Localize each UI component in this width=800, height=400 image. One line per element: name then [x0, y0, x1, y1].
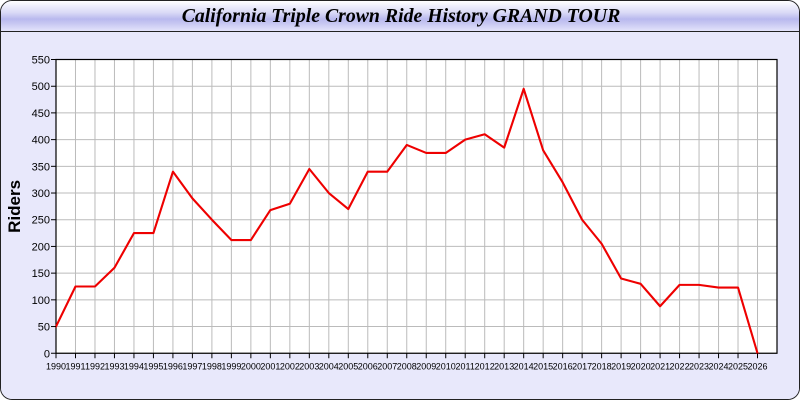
svg-text:2002: 2002	[280, 361, 300, 371]
svg-text:2017: 2017	[572, 361, 592, 371]
svg-text:2005: 2005	[338, 361, 358, 371]
svg-text:550: 550	[32, 55, 50, 67]
svg-text:1998: 1998	[202, 361, 222, 371]
svg-text:2016: 2016	[553, 361, 573, 371]
svg-text:2004: 2004	[319, 361, 339, 371]
svg-text:2022: 2022	[670, 361, 690, 371]
svg-text:2019: 2019	[611, 361, 631, 371]
svg-text:2003: 2003	[299, 361, 319, 371]
svg-text:250: 250	[32, 215, 50, 227]
svg-text:1992: 1992	[85, 361, 105, 371]
svg-text:200: 200	[32, 241, 50, 253]
svg-text:2008: 2008	[397, 361, 417, 371]
svg-text:500: 500	[32, 81, 50, 93]
svg-text:2018: 2018	[592, 361, 612, 371]
svg-text:2020: 2020	[631, 361, 651, 371]
svg-text:1999: 1999	[221, 361, 241, 371]
svg-text:0: 0	[44, 348, 50, 360]
svg-text:2021: 2021	[650, 361, 670, 371]
svg-text:150: 150	[32, 268, 50, 280]
svg-text:1991: 1991	[65, 361, 85, 371]
svg-text:100: 100	[32, 295, 50, 307]
svg-text:1995: 1995	[143, 361, 163, 371]
svg-text:50: 50	[38, 322, 50, 334]
svg-text:2024: 2024	[709, 361, 729, 371]
svg-text:1993: 1993	[104, 361, 124, 371]
svg-text:400: 400	[32, 135, 50, 147]
svg-text:2011: 2011	[456, 361, 475, 371]
svg-text:300: 300	[32, 188, 50, 200]
svg-text:2001: 2001	[260, 361, 280, 371]
svg-text:2012: 2012	[475, 361, 495, 371]
svg-text:2007: 2007	[377, 361, 397, 371]
svg-text:2015: 2015	[533, 361, 553, 371]
svg-text:Riders: Riders	[5, 180, 24, 233]
svg-text:2013: 2013	[494, 361, 514, 371]
svg-text:350: 350	[32, 161, 50, 173]
svg-text:2026: 2026	[747, 361, 767, 371]
svg-text:2000: 2000	[241, 361, 261, 371]
svg-text:2023: 2023	[689, 361, 709, 371]
svg-text:2006: 2006	[358, 361, 378, 371]
svg-text:1994: 1994	[124, 361, 144, 371]
svg-text:450: 450	[32, 108, 50, 120]
svg-text:2010: 2010	[436, 361, 456, 371]
svg-text:2025: 2025	[728, 361, 748, 371]
svg-text:1990: 1990	[46, 361, 66, 371]
svg-text:2009: 2009	[416, 361, 436, 371]
svg-text:1997: 1997	[182, 361, 202, 371]
svg-text:1996: 1996	[163, 361, 183, 371]
svg-text:2014: 2014	[514, 361, 534, 371]
